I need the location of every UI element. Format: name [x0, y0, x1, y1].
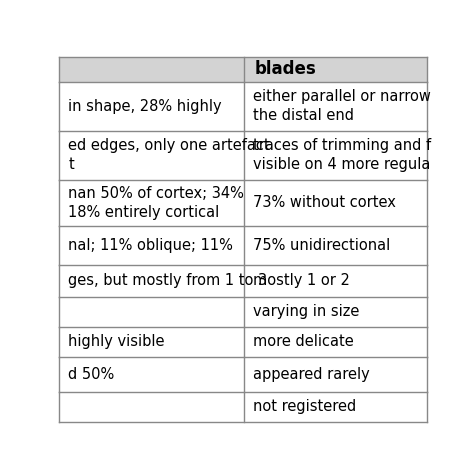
Text: either parallel or narrow
the distal end: either parallel or narrow the distal end — [253, 89, 431, 123]
Text: blades: blades — [255, 60, 317, 78]
Text: highly visible: highly visible — [68, 334, 165, 349]
Bar — [59, 180, 427, 226]
Text: more delicate: more delicate — [253, 334, 354, 349]
Text: 75% unidirectional: 75% unidirectional — [253, 238, 390, 253]
Text: varying in size: varying in size — [253, 304, 359, 319]
Bar — [59, 82, 427, 131]
Bar — [59, 357, 427, 392]
Text: ed edges, only one artefact
t: ed edges, only one artefact t — [68, 138, 270, 173]
Bar — [59, 392, 427, 422]
Text: nan 50% of cortex; 34%
18% entirely cortical: nan 50% of cortex; 34% 18% entirely cort… — [68, 186, 244, 220]
Text: d 50%: d 50% — [68, 367, 115, 382]
Text: mostly 1 or 2: mostly 1 or 2 — [253, 273, 350, 288]
Bar — [59, 327, 427, 357]
Text: traces of trimming and f
visible on 4 more regula: traces of trimming and f visible on 4 mo… — [253, 138, 431, 173]
Text: nal; 11% oblique; 11%: nal; 11% oblique; 11% — [68, 238, 233, 253]
Text: 73% without cortex: 73% without cortex — [253, 195, 396, 210]
Bar — [59, 265, 427, 297]
Bar — [59, 57, 427, 82]
Bar — [59, 297, 427, 327]
Text: in shape, 28% highly: in shape, 28% highly — [68, 99, 222, 114]
Bar — [59, 131, 427, 180]
Text: ges, but mostly from 1 to 3: ges, but mostly from 1 to 3 — [68, 273, 267, 288]
Bar — [59, 226, 427, 265]
Text: not registered: not registered — [253, 400, 356, 414]
Text: appeared rarely: appeared rarely — [253, 367, 370, 382]
